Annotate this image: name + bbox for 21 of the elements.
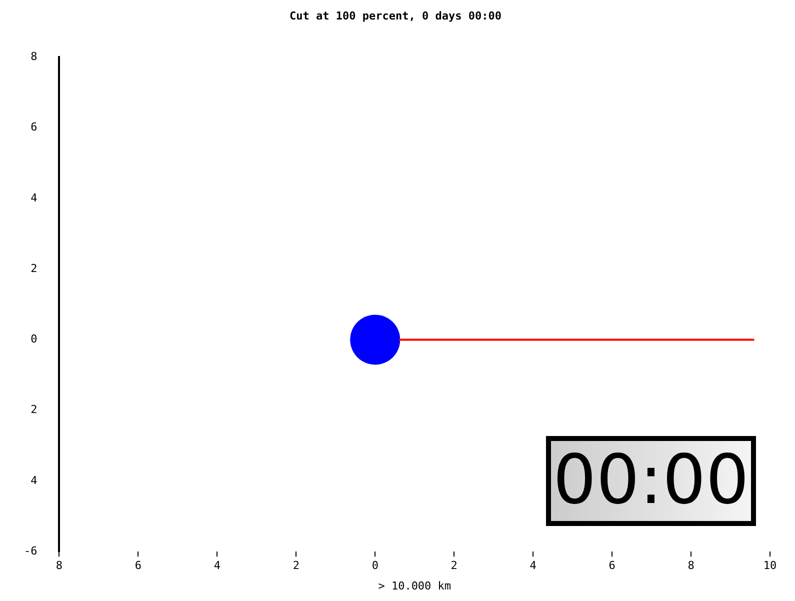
y-tick-label: 4 bbox=[30, 191, 38, 204]
y-tick-label: 8 bbox=[30, 50, 38, 64]
annotation: 00:00 bbox=[546, 436, 756, 526]
y-tick-label: -6 bbox=[24, 544, 38, 558]
x-tick-label: 8 bbox=[56, 559, 63, 572]
x-tick-label: 0 bbox=[372, 559, 378, 572]
y-tick-label: 2 bbox=[30, 403, 38, 416]
x-tick-label: 2 bbox=[292, 559, 300, 572]
y-tick-label: 2 bbox=[30, 262, 38, 275]
x-tick-label: 4 bbox=[214, 559, 221, 572]
x-axis-title: > 10.000 km bbox=[378, 579, 452, 592]
x-tick-label: 2 bbox=[450, 559, 458, 572]
x-tick-label: 8 bbox=[688, 559, 694, 572]
x-tick-label: 4 bbox=[530, 559, 537, 572]
y-tick-label: 0 bbox=[30, 332, 38, 346]
y-tick-label: 4 bbox=[30, 474, 38, 487]
x-tick-label: 10 bbox=[763, 559, 777, 572]
y-tick-label: 6 bbox=[30, 120, 38, 134]
chart-title: Cut at 100 percent, 0 days 00:00 bbox=[290, 9, 502, 22]
x-tick-label: 6 bbox=[134, 559, 142, 572]
x-tick-label: 6 bbox=[608, 559, 616, 572]
